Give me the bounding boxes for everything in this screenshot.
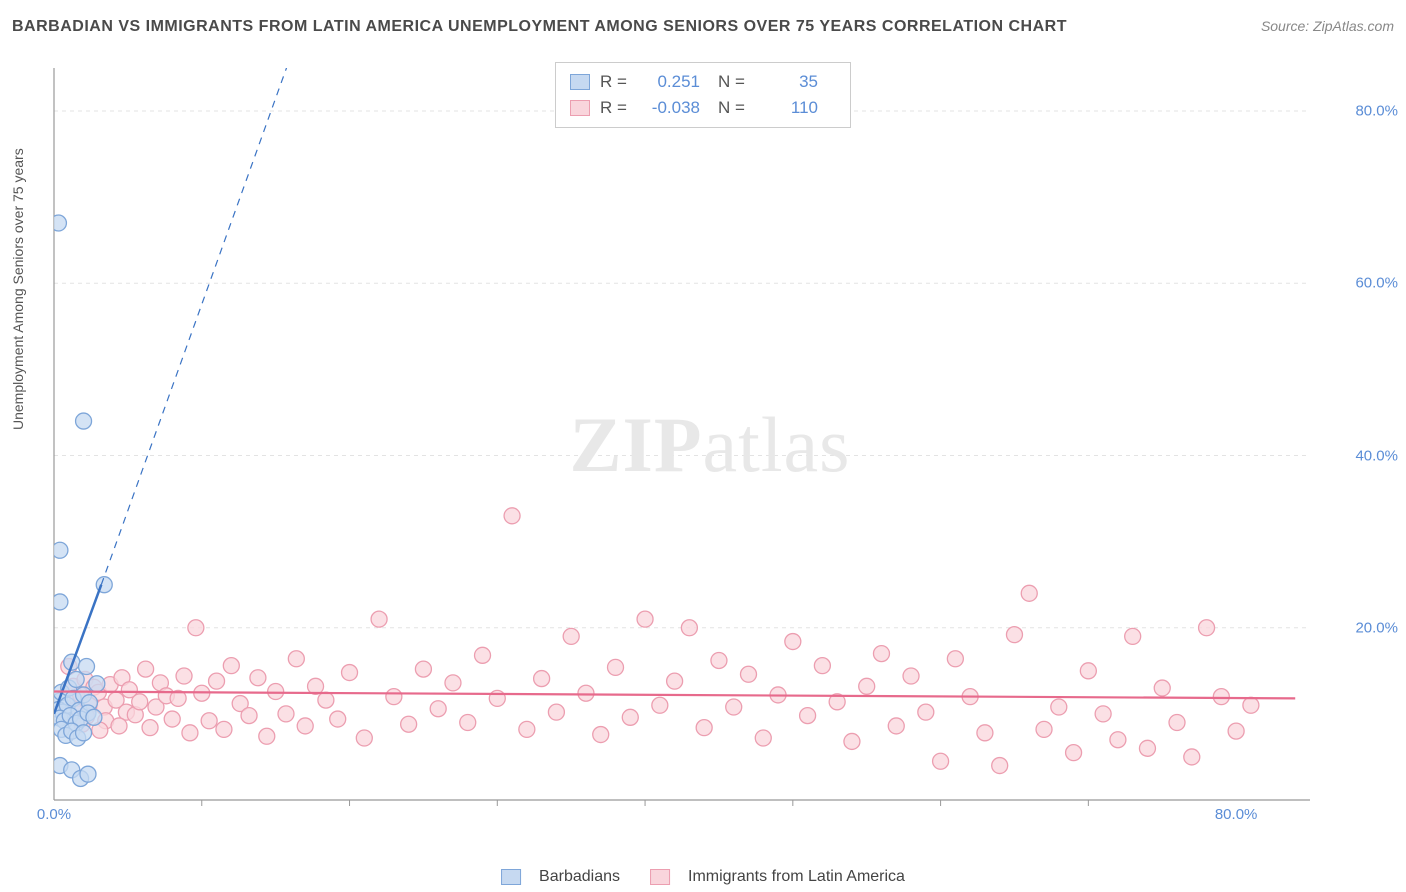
n-value-b: 110	[756, 98, 836, 118]
stats-row-series-b: R = -0.038 N = 110	[570, 95, 836, 121]
swatch-series-a	[570, 74, 590, 90]
legend-label-b: Immigrants from Latin America	[688, 868, 905, 886]
ytick-label: 20.0%	[1355, 619, 1398, 636]
xtick-label: 0.0%	[37, 806, 71, 823]
swatch-series-b	[570, 100, 590, 116]
n-label: N =	[718, 98, 756, 118]
chart-area: ZIPatlas	[50, 60, 1370, 830]
xtick-label: 80.0%	[1215, 806, 1258, 823]
r-label: R =	[600, 98, 638, 118]
ytick-label: 80.0%	[1355, 103, 1398, 120]
swatch-series-b	[650, 869, 670, 885]
swatch-series-a	[501, 869, 521, 885]
n-label: N =	[718, 72, 756, 92]
r-value-b: -0.038	[638, 98, 718, 118]
ytick-label: 40.0%	[1355, 447, 1398, 464]
stats-row-series-a: R = 0.251 N = 35	[570, 69, 836, 95]
r-value-a: 0.251	[638, 72, 718, 92]
bottom-legend: Barbadians Immigrants from Latin America	[501, 868, 905, 886]
source-label: Source: ZipAtlas.com	[1261, 18, 1394, 34]
scatter-plot-svg	[50, 60, 1370, 830]
legend-label-a: Barbadians	[539, 868, 620, 886]
r-label: R =	[600, 72, 638, 92]
y-axis-label: Unemployment Among Seniors over 75 years	[10, 148, 26, 430]
stats-panel: R = 0.251 N = 35 R = -0.038 N = 110	[555, 62, 851, 128]
page-title: BARBADIAN VS IMMIGRANTS FROM LATIN AMERI…	[12, 18, 1067, 36]
legend-item-b: Immigrants from Latin America	[650, 868, 905, 886]
ytick-label: 60.0%	[1355, 275, 1398, 292]
n-value-a: 35	[756, 72, 836, 92]
legend-item-a: Barbadians	[501, 868, 620, 886]
